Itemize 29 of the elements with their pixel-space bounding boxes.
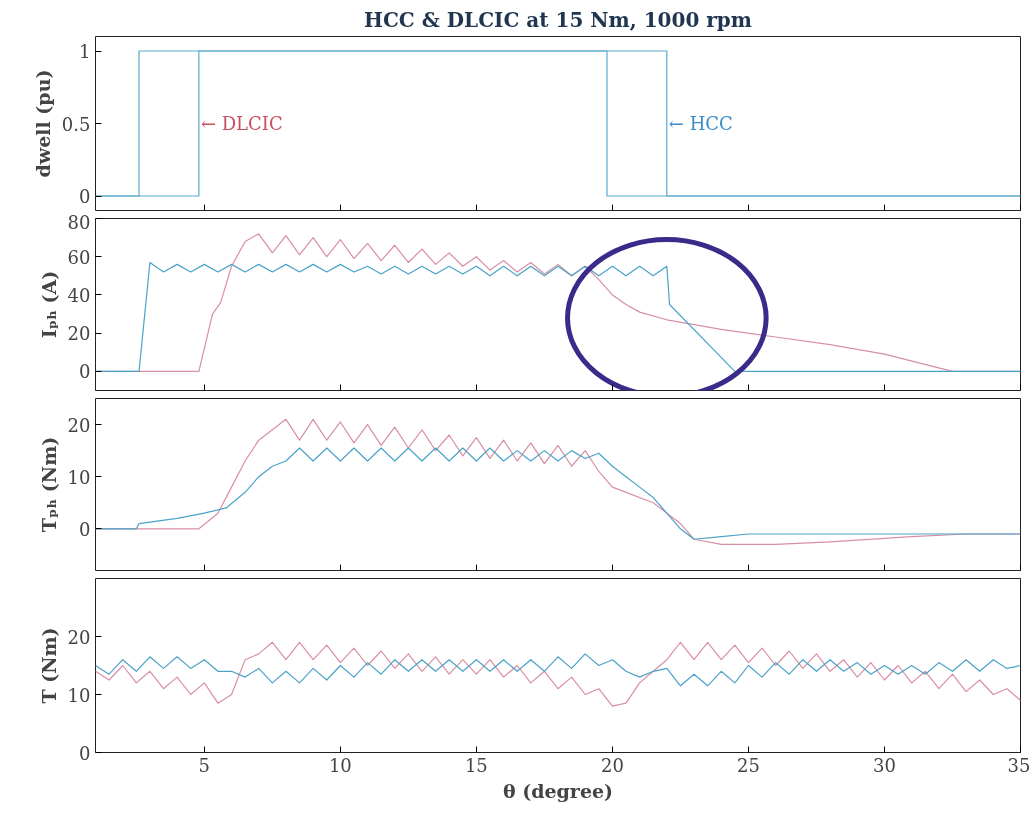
annotation: ← DLCIC xyxy=(200,113,283,134)
x-tick-label: 10 xyxy=(328,754,352,776)
y-tick-label: 60 xyxy=(67,246,91,268)
y-tick-label: 40 xyxy=(67,284,91,306)
y-tick-label: 1 xyxy=(79,41,91,62)
y-axis-title: T (Nm) xyxy=(37,627,60,704)
y-tick-label: 10 xyxy=(67,466,91,488)
y-tick-label: 0 xyxy=(79,361,91,383)
y-tick-label: 0.5 xyxy=(61,113,91,135)
annotation: ← HCC xyxy=(668,113,733,134)
y-axis-title: Tₚₕ (Nm) xyxy=(37,436,60,533)
y-tick-label: 0 xyxy=(79,518,91,540)
y-tick-label: 0 xyxy=(79,742,91,764)
x-tick-label: 20 xyxy=(600,754,624,776)
y-axis-title: dwell (pu) xyxy=(31,69,54,178)
y-tick-label: 20 xyxy=(67,626,91,648)
x-tick-label: 5 xyxy=(198,754,211,776)
x-tick-label: 30 xyxy=(873,754,896,776)
y-axis-title: Iₚₕ (A) xyxy=(37,270,60,339)
y-tick-label: 20 xyxy=(67,414,91,436)
y-tick-label: 0 xyxy=(79,186,91,207)
x-axis-title: θ (degree) xyxy=(502,779,614,802)
x-tick-label: 35 xyxy=(1007,754,1031,776)
x-tick-label: 25 xyxy=(736,754,760,776)
y-tick-label: 20 xyxy=(67,323,91,345)
x-tick-label: 15 xyxy=(464,754,488,776)
chart-title: HCC & DLCIC at 15 Nm, 1000 rpm xyxy=(364,7,752,32)
y-tick-label: 10 xyxy=(67,684,91,706)
y-tick-label: 80 xyxy=(67,211,91,233)
